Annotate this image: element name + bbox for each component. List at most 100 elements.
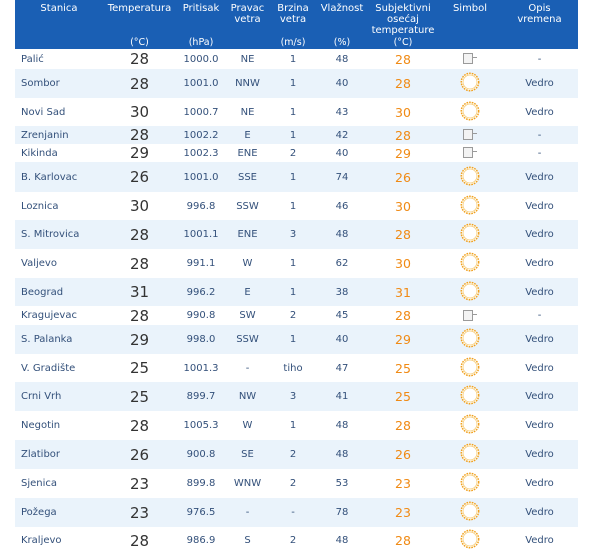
weather-description-cell: Vedro bbox=[501, 220, 578, 249]
temperature-cell: 26 bbox=[103, 162, 176, 192]
header-label-line: Brzina bbox=[277, 3, 309, 14]
table-row: Loznica 30 996.8 SSW 1 46 30 Vedro bbox=[15, 192, 578, 220]
sun-icon bbox=[459, 356, 481, 381]
station-name: Crni Vrh bbox=[15, 382, 103, 411]
header-unit: (%) bbox=[333, 37, 351, 48]
table-row: Sombor 28 1001.0 NNW 1 40 28 Vedro bbox=[15, 69, 578, 98]
wind-speed-cell: 2 bbox=[269, 306, 317, 325]
header-label-line: vetra bbox=[234, 14, 261, 25]
pressure-cell: 1002.3 bbox=[176, 144, 226, 162]
temperature-cell: 29 bbox=[103, 325, 176, 354]
table-row: Sjenica 23 899.8 WNW 2 53 23 Vedro bbox=[15, 469, 578, 498]
table-header-row: Stanica Temperatura (°C) Pritisak (hPa) Prava… bbox=[15, 0, 578, 49]
symbol-cell bbox=[439, 192, 501, 220]
weather-description-cell: Vedro bbox=[501, 249, 578, 278]
header-label-line: Vlažnost bbox=[320, 3, 364, 14]
feels-like-cell: 31 bbox=[367, 278, 439, 306]
header-label-line: osećaj bbox=[387, 14, 419, 25]
station-name: Sjenica bbox=[15, 469, 103, 498]
humidity-cell: 43 bbox=[317, 98, 367, 126]
feels-like-cell: 28 bbox=[367, 126, 439, 144]
feels-like-cell: 23 bbox=[367, 498, 439, 527]
temperature-cell: 26 bbox=[103, 440, 176, 469]
header-label-line: Pritisak bbox=[182, 3, 220, 14]
table-row: Palić 28 1000.0 NE 1 48 28- bbox=[15, 49, 578, 69]
weather-description-cell: - bbox=[501, 144, 578, 162]
header-label-line: Temperatura bbox=[107, 3, 172, 14]
temperature-cell: 28 bbox=[103, 49, 176, 69]
wind-direction-cell: NW bbox=[226, 382, 269, 411]
feels-like-cell: 30 bbox=[367, 249, 439, 278]
header-vlaznost: Vlažnost (%) bbox=[317, 0, 367, 49]
temperature-cell: 23 bbox=[103, 498, 176, 527]
humidity-cell: 78 bbox=[317, 498, 367, 527]
temperature-cell: 28 bbox=[103, 306, 176, 325]
station-name: Zrenjanin bbox=[15, 126, 103, 144]
header-stanica: Stanica bbox=[15, 0, 103, 49]
header-brzina-vetra: Brzina vetra (m/s) bbox=[269, 0, 317, 49]
station-name: S. Mitrovica bbox=[15, 220, 103, 249]
weather-description-cell: Vedro bbox=[501, 354, 578, 382]
table-row: Kragujevac 28 990.8 SW 2 45 28- bbox=[15, 306, 578, 325]
station-name: B. Karlovac bbox=[15, 162, 103, 192]
wind-direction-cell: ENE bbox=[226, 144, 269, 162]
wind-direction-cell: E bbox=[226, 278, 269, 306]
wind-speed-cell: 2 bbox=[269, 527, 317, 554]
weather-description-cell: Vedro bbox=[501, 325, 578, 354]
humidity-cell: 46 bbox=[317, 192, 367, 220]
header-label-line: Stanica bbox=[40, 3, 78, 14]
weather-description-cell: Vedro bbox=[501, 162, 578, 192]
humidity-cell: 47 bbox=[317, 354, 367, 382]
pressure-cell: 996.2 bbox=[176, 278, 226, 306]
table-row: Kikinda 29 1002.3 ENE 2 40 29- bbox=[15, 144, 578, 162]
wind-speed-cell: 2 bbox=[269, 469, 317, 498]
station-name: Novi Sad bbox=[15, 98, 103, 126]
symbol-cell bbox=[439, 278, 501, 306]
sun-icon bbox=[459, 222, 481, 247]
pressure-cell: 899.7 bbox=[176, 382, 226, 411]
wind-speed-cell: 3 bbox=[269, 220, 317, 249]
humidity-cell: 48 bbox=[317, 411, 367, 440]
weather-table: Stanica Temperatura (°C) Pritisak (hPa) Prava… bbox=[15, 0, 578, 554]
sun-icon bbox=[459, 413, 481, 438]
wind-speed-cell: 1 bbox=[269, 249, 317, 278]
symbol-cell bbox=[439, 411, 501, 440]
table-row: S. Palanka 29 998.0 SSW 1 40 29 Vedro bbox=[15, 325, 578, 354]
humidity-cell: 74 bbox=[317, 162, 367, 192]
header-unit: (m/s) bbox=[280, 37, 306, 48]
temperature-cell: 29 bbox=[103, 144, 176, 162]
humidity-cell: 41 bbox=[317, 382, 367, 411]
wind-direction-cell: SSW bbox=[226, 192, 269, 220]
header-label-line: vremena bbox=[517, 14, 562, 25]
header-unit: (hPa) bbox=[188, 37, 214, 48]
sun-icon bbox=[459, 280, 481, 305]
symbol-cell bbox=[439, 69, 501, 98]
temperature-cell: 28 bbox=[103, 527, 176, 554]
wind-direction-cell: S bbox=[226, 527, 269, 554]
table-row: Beograd 31 996.2 E 1 38 31 Vedro bbox=[15, 278, 578, 306]
header-pravac-vetra: Pravac vetra bbox=[226, 0, 269, 49]
temperature-cell: 28 bbox=[103, 249, 176, 278]
humidity-cell: 53 bbox=[317, 469, 367, 498]
wind-direction-cell: W bbox=[226, 411, 269, 440]
table-row: Negotin 28 1005.3 W 1 48 28 Vedro bbox=[15, 411, 578, 440]
station-name: V. Gradište bbox=[15, 354, 103, 382]
humidity-cell: 62 bbox=[317, 249, 367, 278]
feels-like-cell: 28 bbox=[367, 69, 439, 98]
humidity-cell: 45 bbox=[317, 306, 367, 325]
wind-speed-cell: 1 bbox=[269, 278, 317, 306]
symbol-cell bbox=[439, 306, 501, 325]
station-name: Požega bbox=[15, 498, 103, 527]
wind-speed-cell: 1 bbox=[269, 192, 317, 220]
weather-description-cell: Vedro bbox=[501, 411, 578, 440]
weather-description-cell: Vedro bbox=[501, 527, 578, 554]
pressure-cell: 1001.3 bbox=[176, 354, 226, 382]
wind-direction-cell: SSE bbox=[226, 162, 269, 192]
humidity-cell: 38 bbox=[317, 278, 367, 306]
sun-icon bbox=[459, 471, 481, 496]
weather-description-cell: Vedro bbox=[501, 69, 578, 98]
wind-speed-cell: 1 bbox=[269, 325, 317, 354]
header-label-line: Subjektivni bbox=[375, 3, 431, 14]
sun-icon bbox=[459, 251, 481, 276]
header-unit: (°C) bbox=[393, 37, 413, 48]
